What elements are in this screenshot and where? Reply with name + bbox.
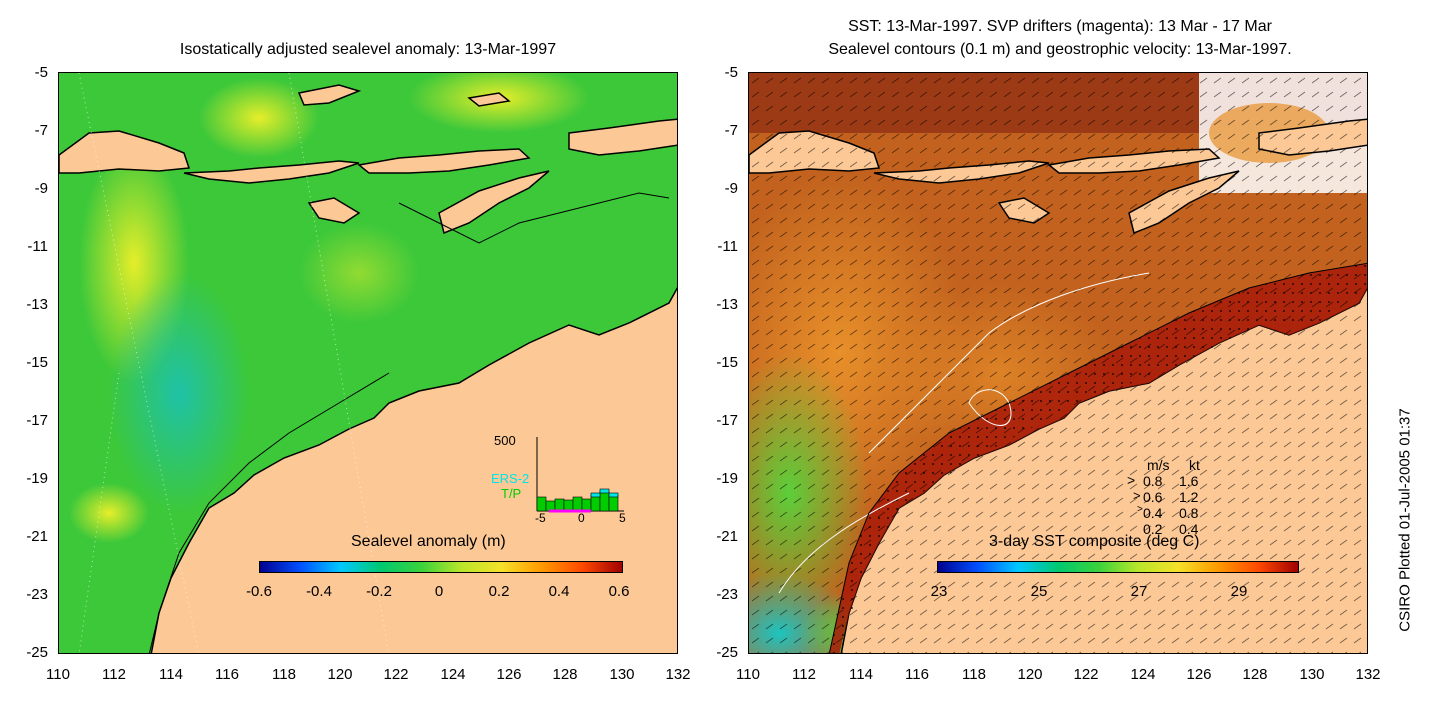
right-x-tick: 116 (905, 666, 929, 683)
right-panel-title-line2: Sealevel contours (0.1 m) and geostrophi… (828, 41, 1292, 58)
sst-cb-tick-1: 25 (1030, 583, 1048, 600)
right-y-tick: -13 (716, 296, 738, 313)
right-y-tick: -9 (724, 180, 738, 197)
right-y-tick: -25 (716, 644, 738, 661)
left-y-tick: -13 (26, 296, 48, 313)
legend-arrow-icon: > (1127, 472, 1136, 488)
sst-cb-tick-0: 23 (930, 583, 948, 600)
left-x-tick: 116 (215, 666, 239, 683)
sst-map: m/s kt > 0.8 1.6 > 0.6 1.2 > 0.4 0.8 0.2… (748, 72, 1368, 654)
sealevel-cb-tick-0: -0.6 (246, 583, 272, 600)
left-x-tick: 132 (665, 666, 691, 683)
left-y-tick: -11 (27, 238, 48, 255)
legend-kt-2: 0.8 (1179, 505, 1199, 521)
sealevel-cb-tick-1: -0.4 (306, 583, 332, 600)
right-y-tick: -23 (716, 586, 738, 603)
sealevel-cb-tick-2: -0.2 (366, 583, 392, 600)
right-x-tick: 114 (849, 666, 873, 683)
right-x-tick: 122 (1073, 666, 1099, 683)
legend-ers2: ERS-2 (491, 471, 530, 486)
left-x-tick: 112 (102, 666, 126, 683)
sst-cb-tick-2: 27 (1130, 583, 1148, 600)
right-y-tick: -7 (724, 122, 738, 139)
legend-arrow-icon: > (1137, 504, 1143, 515)
left-x-tick: 120 (327, 666, 353, 683)
right-x-tick: 120 (1017, 666, 1043, 683)
right-panel-title-line1: SST: 13-Mar-1997. SVP drifters (magenta)… (848, 18, 1272, 35)
left-x-tick: 114 (159, 666, 183, 683)
right-x-tick: 112 (792, 666, 816, 683)
left-y-tick: -9 (34, 180, 48, 197)
sealevel-colorbar-title: Sealevel anomaly (m) (351, 533, 506, 550)
right-y-tick: -19 (716, 470, 738, 487)
sst-cb-tick-3: 29 (1230, 583, 1248, 600)
right-x-tick: 130 (1299, 666, 1325, 683)
right-x-tick: 118 (962, 666, 986, 683)
left-panel-title: Isostatically adjusted sealevel anomaly:… (179, 41, 557, 58)
left-x-tick: 122 (383, 666, 409, 683)
legend-header-kt: kt (1189, 457, 1200, 473)
histogram-ymax-label: 500 (494, 433, 516, 448)
left-x-tick: 130 (609, 666, 635, 683)
legend-tp: T/P (501, 486, 522, 501)
right-y-tick: -15 (716, 354, 738, 371)
sealevel-cb-tick-4: 0.2 (488, 583, 510, 600)
left-y-tick: -5 (34, 64, 48, 81)
right-y-tick: -11 (717, 238, 738, 255)
right-x-tick: 110 (736, 666, 760, 683)
velocity-legend: m/s kt > 0.8 1.6 > 0.6 1.2 > 0.4 0.8 0.2… (1127, 457, 1237, 537)
left-x-tick: 128 (552, 666, 578, 683)
left-y-tick: -17 (26, 412, 48, 429)
hist-x-tick-5: 5 (619, 511, 626, 525)
left-y-tick: -23 (26, 586, 48, 603)
left-y-tick: -25 (26, 644, 48, 661)
right-x-tick: 126 (1186, 666, 1212, 683)
legend-kt-0: 1.6 (1179, 473, 1199, 489)
right-x-tick: 128 (1242, 666, 1268, 683)
left-x-tick: 126 (496, 666, 522, 683)
sst-colorbar (937, 561, 1299, 573)
right-x-tick: 132 (1355, 666, 1381, 683)
sealevel-colorbar (259, 561, 623, 573)
sealevel-anomaly-map: 500 ERS-2 T/P -5 0 5 Sealevel anomaly (m… (58, 72, 678, 654)
sealevel-cb-tick-5: 0.4 (548, 583, 570, 600)
left-y-tick: -19 (26, 470, 48, 487)
left-y-tick: -15 (26, 354, 48, 371)
right-y-tick: -21 (716, 528, 738, 545)
left-y-tick: -7 (34, 122, 48, 139)
sealevel-cb-tick-3: 0 (434, 583, 444, 600)
right-y-tick: -5 (724, 64, 738, 81)
sst-colorbar-title: 3-day SST composite (deg C) (989, 533, 1200, 550)
track-histogram: 500 ERS-2 T/P -5 0 5 (479, 433, 639, 525)
sealevel-cb-tick-6: 0.6 (608, 583, 630, 600)
right-y-tick: -17 (716, 412, 738, 429)
left-y-tick: -21 (26, 528, 48, 545)
legend-arrow-icon: > (1133, 488, 1141, 503)
hist-x-tick-0: 0 (578, 511, 585, 525)
left-x-tick: 110 (46, 666, 70, 683)
left-x-tick: 118 (272, 666, 296, 683)
right-x-tick: 124 (1130, 666, 1156, 683)
legend-kt-1: 1.2 (1179, 489, 1199, 505)
legend-ms-0: 0.8 (1143, 473, 1163, 489)
legend-ms-1: 0.6 (1143, 489, 1163, 505)
legend-ms-3: 0.2 (1143, 521, 1163, 537)
legend-ms-2: 0.4 (1143, 505, 1163, 521)
hist-x-tick-neg5: -5 (535, 511, 546, 525)
plot-credit: CSIRO Plotted 01-Jul-2005 01:37 (1396, 408, 1414, 632)
left-x-tick: 124 (440, 666, 466, 683)
legend-kt-3: 0.4 (1179, 521, 1199, 537)
legend-header-ms: m/s (1147, 457, 1170, 473)
